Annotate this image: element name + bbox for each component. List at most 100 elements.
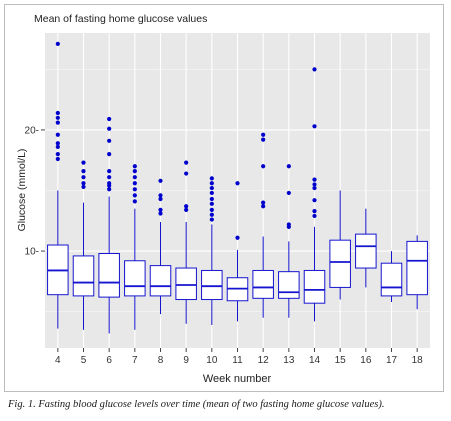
outlier-point — [261, 164, 266, 169]
x-tick-label: 14 — [309, 355, 321, 366]
outlier-point — [286, 222, 291, 227]
box-iqr — [124, 260, 146, 297]
x-axis-label: Week number — [203, 373, 272, 385]
outlier-point — [132, 193, 137, 198]
box-week-5 — [72, 160, 95, 330]
outlier-point — [209, 181, 214, 186]
box-week-15 — [329, 190, 351, 300]
outlier-point — [209, 190, 214, 196]
outlier-point — [55, 132, 60, 137]
box-week-17 — [380, 251, 403, 302]
outlier-point — [209, 196, 214, 202]
box-iqr — [380, 262, 403, 297]
outlier-point — [209, 185, 214, 191]
outlier-point — [81, 169, 86, 174]
outlier-point — [209, 201, 214, 206]
chart-title: Mean of fasting home glucose values — [34, 13, 208, 25]
outlier-point — [312, 67, 317, 72]
outlier-point — [132, 169, 137, 174]
outlier-point — [55, 156, 60, 162]
outlier-point — [132, 181, 137, 186]
box-week-16 — [355, 208, 377, 288]
outlier-point — [286, 190, 291, 196]
box-iqr — [149, 265, 172, 297]
outlier-point — [55, 110, 60, 116]
box-iqr — [355, 233, 377, 269]
outlier-point — [158, 196, 163, 202]
x-tick-label: 7 — [132, 355, 138, 366]
outlier-point — [184, 171, 189, 176]
box-week-7 — [124, 164, 146, 330]
outlier-point — [209, 176, 214, 181]
outlier-point — [55, 41, 60, 47]
outlier-point — [312, 124, 317, 129]
outlier-point — [312, 182, 317, 187]
outlier-point — [107, 138, 112, 143]
y-tick-label: 10- — [25, 247, 39, 258]
outlier-point — [209, 217, 214, 222]
outlier-point — [132, 187, 137, 192]
outlier-point — [107, 181, 112, 186]
outlier-point — [312, 185, 317, 191]
figure-caption: Fig. 1. Fasting blood glucose levels ove… — [8, 399, 385, 410]
outlier-point — [261, 132, 266, 137]
outlier-point — [261, 200, 266, 205]
x-tick-label: 11 — [232, 355, 243, 366]
outlier-point — [107, 152, 112, 157]
x-tick-label: 4 — [55, 355, 61, 366]
outlier-point — [209, 212, 214, 217]
box-week-13 — [278, 164, 300, 318]
box-iqr — [175, 267, 197, 301]
x-tick-label: 8 — [158, 355, 164, 366]
box-iqr — [278, 271, 300, 299]
outlier-point — [235, 235, 240, 240]
boxes-layer — [47, 41, 428, 334]
outlier-point — [261, 204, 266, 209]
outlier-point — [55, 120, 60, 125]
box-week-12 — [252, 132, 274, 318]
x-tick-label: 5 — [81, 355, 87, 366]
x-tick-label: 13 — [283, 355, 295, 366]
y-tick-label: 20- — [25, 125, 39, 136]
outlier-point — [312, 177, 317, 182]
outlier-point — [55, 144, 60, 149]
box-iqr — [329, 239, 351, 288]
box-week-11 — [226, 181, 249, 322]
box-week-6 — [98, 116, 120, 334]
outlier-point — [158, 178, 163, 183]
x-tick-label: 18 — [412, 355, 424, 366]
outlier-point — [158, 193, 163, 198]
outlier-point — [286, 164, 291, 169]
box-week-8 — [149, 178, 172, 315]
outlier-point — [184, 204, 189, 209]
outlier-point — [158, 211, 163, 216]
x-tick-label: 10 — [206, 355, 218, 366]
outlier-point — [132, 175, 137, 180]
box-week-9 — [175, 160, 197, 324]
box-iqr — [201, 269, 223, 301]
y-axis: 10- 20- — [25, 125, 45, 258]
x-tick-label: 15 — [335, 355, 347, 366]
outlier-point — [107, 187, 112, 192]
outlier-point — [81, 175, 86, 180]
x-tick-label: 16 — [360, 355, 372, 366]
outlier-point — [107, 169, 112, 174]
x-axis: 4 5 6 7 8 9 10 11 12 13 14 15 16 17 18 — [55, 348, 423, 366]
box-iqr — [406, 240, 428, 296]
x-tick-label: 9 — [183, 355, 189, 366]
box-iqr — [98, 253, 120, 298]
outlier-point — [81, 181, 86, 186]
outlier-point — [261, 137, 266, 142]
box-week-10 — [201, 176, 223, 325]
outlier-point — [81, 184, 86, 189]
y-axis-label: Glucose (mmol/L) — [16, 149, 28, 232]
outlier-point — [81, 160, 86, 165]
outlier-point — [184, 207, 189, 212]
x-tick-label: 17 — [386, 355, 398, 366]
box-week-14 — [303, 67, 326, 322]
outlier-point — [312, 208, 317, 214]
box-iqr — [252, 269, 274, 299]
outlier-point — [107, 116, 112, 122]
outlier-point — [312, 213, 317, 219]
